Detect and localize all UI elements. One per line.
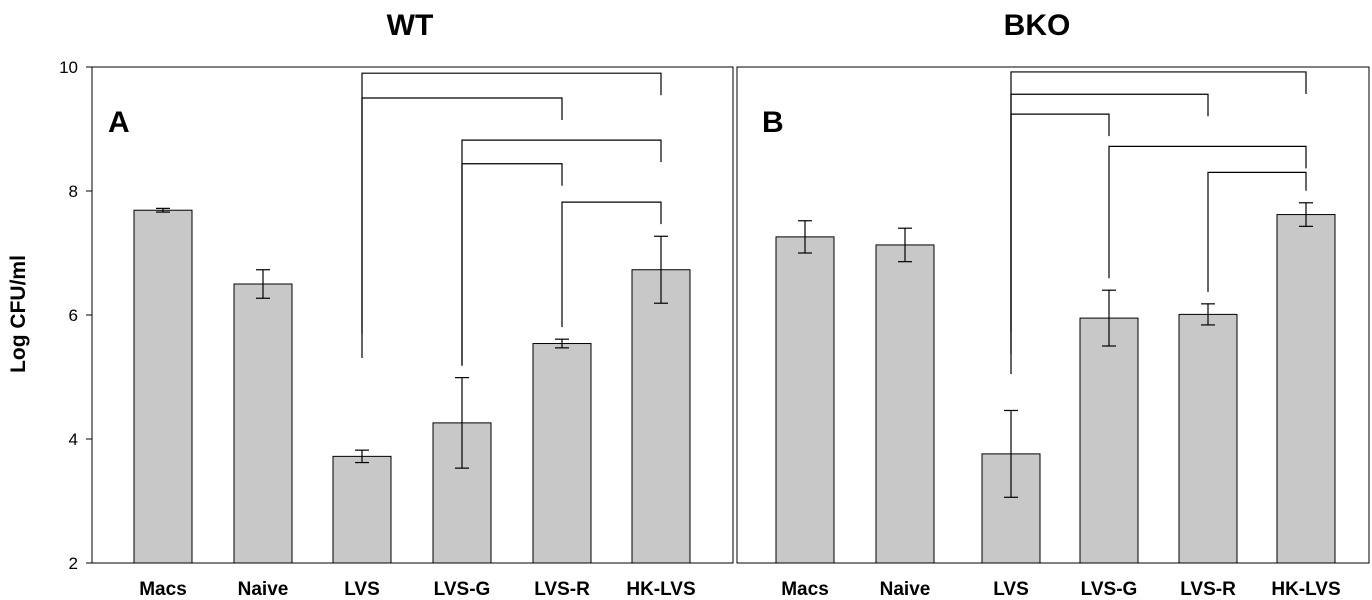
panel-b-title: BKO — [1004, 9, 1071, 42]
panel-a-letter: A — [108, 106, 130, 139]
panel-b-error-bar-naive — [898, 227, 912, 263]
panel-b-bar-macs — [775, 236, 835, 564]
panel-b-category-label-lvs: LVS — [993, 579, 1029, 600]
panel-a-significance-bracket-1 — [361, 72, 662, 334]
panel-b-error-bar-lvs-r — [1201, 303, 1215, 326]
panel-a-bar-lvs-r — [532, 343, 592, 564]
panel-a-error-bar-hk-lvs — [654, 235, 668, 304]
panel-a-category-label-lvs: LVS — [344, 579, 380, 600]
panel-b-category-label-hk-lvs: HK-LVS — [1271, 579, 1340, 600]
panel-a-category-label-lvs-g: LVS-G — [434, 579, 491, 600]
panel-b-bar-naive — [875, 244, 935, 564]
panel-a-bar-naive — [233, 283, 293, 564]
panel-b-significance-bracket-5 — [1207, 171, 1307, 292]
panel-b-letter: B — [762, 106, 784, 139]
panel-a-title: WT — [387, 9, 434, 42]
panel-a-bar-macs — [133, 209, 193, 564]
y-tick-label-8: 8 — [69, 182, 78, 201]
panel-a-error-bar-naive — [256, 269, 270, 299]
y-axis-label: Log CFU/ml — [7, 255, 30, 373]
panel-b-error-bar-macs — [798, 220, 812, 254]
panel-b-error-bar-lvs — [1004, 409, 1018, 498]
panel-b-bar-hk-lvs — [1276, 214, 1336, 564]
panel-a-significance-bracket-5 — [561, 201, 662, 328]
panel-b-significance-bracket-1 — [1010, 71, 1307, 332]
panel-b-error-bar-lvs-g — [1102, 289, 1116, 347]
panel-a-bar-lvs — [332, 455, 392, 564]
panel-b-category-label-lvs-r: LVS-R — [1180, 579, 1236, 600]
panel-a-category-label-naive: Naive — [238, 579, 289, 600]
panel-a-category-label-lvs-r: LVS-R — [534, 579, 590, 600]
panel-a-significance-bracket-2 — [361, 97, 563, 358]
y-tick-label-4: 4 — [69, 430, 78, 449]
panel-a-error-bar-lvs-g — [455, 377, 469, 469]
panel-a-error-bar-lvs — [355, 449, 369, 464]
panel-a-category-label-macs: Macs — [139, 579, 187, 600]
panel-b-bar-lvs-g — [1079, 317, 1139, 564]
panel-a-plot: Macs Naive LVS LVS-G LVS-R HK-LVS — [133, 72, 696, 600]
panel-a-error-bar-lvs-r — [555, 338, 569, 349]
panel-b-category-label-naive: Naive — [880, 579, 931, 600]
panel-a-bar-hk-lvs — [631, 269, 691, 564]
panel-a-category-label-hk-lvs: HK-LVS — [626, 579, 695, 600]
panel-a-significance-bracket-4 — [461, 163, 563, 366]
y-axis: 2 4 6 8 10 — [59, 58, 92, 573]
panel-b-bar-lvs-r — [1178, 313, 1238, 564]
panel-b-category-label-lvs-g: LVS-G — [1081, 579, 1138, 600]
panel-b-frame — [736, 66, 1370, 564]
y-tick-label-10: 10 — [59, 58, 78, 77]
panel-b-significance-bracket-3 — [1010, 113, 1110, 375]
panel-a-error-bar-macs — [156, 207, 170, 213]
panel-b-plot: Macs Naive LVS LVS-G LVS-R HK-LVS — [775, 71, 1341, 600]
panel-b-significance-bracket-4 — [1108, 145, 1307, 279]
y-tick-label-6: 6 — [69, 306, 78, 325]
panel-b-error-bar-hk-lvs — [1299, 202, 1313, 227]
panel-b-category-label-macs: Macs — [781, 579, 829, 600]
y-tick-label-2: 2 — [69, 554, 78, 573]
